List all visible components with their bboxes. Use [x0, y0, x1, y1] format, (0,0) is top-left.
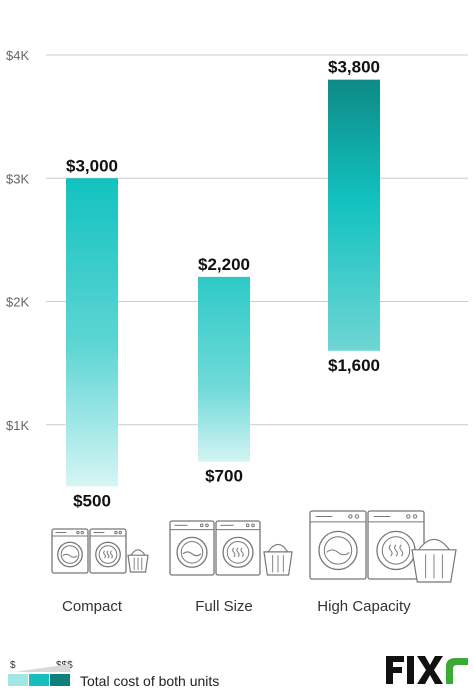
- full-size-washer-dryer-icon: [169, 520, 293, 576]
- category-label: Full Size: [195, 598, 253, 615]
- category-icons: [51, 510, 457, 583]
- data-label-high: $2,200: [198, 255, 250, 274]
- fixr-logo-icon: [386, 656, 468, 684]
- data-label-low: $1,600: [328, 356, 380, 375]
- y-tick-label: $4K: [6, 48, 29, 63]
- compact-washer-dryer-icon: [51, 528, 149, 574]
- category-label: Compact: [62, 598, 123, 615]
- category-label: High Capacity: [317, 598, 411, 615]
- data-label-low: $500: [73, 491, 111, 510]
- y-axis-ticks: $1K $2K $3K $4K: [6, 48, 29, 433]
- legend-scale-wedge: [14, 664, 70, 672]
- bar-compact: [66, 178, 118, 487]
- x-axis-categories: Compact Full Size High Capacity: [62, 598, 411, 615]
- data-label-high: $3,000: [66, 156, 118, 175]
- bar-chart: $1K$2K$3K$4K $3,000$500$2,200$700$3,800$…: [6, 48, 468, 615]
- data-label-high: $3,800: [328, 58, 380, 77]
- legend-min-label: $: [10, 660, 16, 671]
- legend-swatch-high: [50, 674, 70, 686]
- data-label-low: $700: [205, 467, 243, 486]
- bar-full-size: [198, 276, 250, 462]
- legend-swatch-low: [8, 674, 28, 686]
- legend-text: Total cost of both units: [80, 673, 220, 689]
- y-tick-label: $1K: [6, 418, 29, 433]
- bar-high-capacity: [328, 79, 380, 351]
- data-labels: $3,000 $500 $2,200 $700 $3,800 $1,600: [66, 58, 380, 511]
- legend: $ $$$ Total cost of both units: [8, 660, 268, 690]
- bars: [66, 79, 380, 487]
- high-capacity-washer-dryer-icon: [309, 510, 457, 583]
- y-tick-label: $3K: [6, 171, 29, 186]
- legend-swatch-mid: [29, 674, 49, 686]
- y-tick-label: $2K: [6, 295, 29, 310]
